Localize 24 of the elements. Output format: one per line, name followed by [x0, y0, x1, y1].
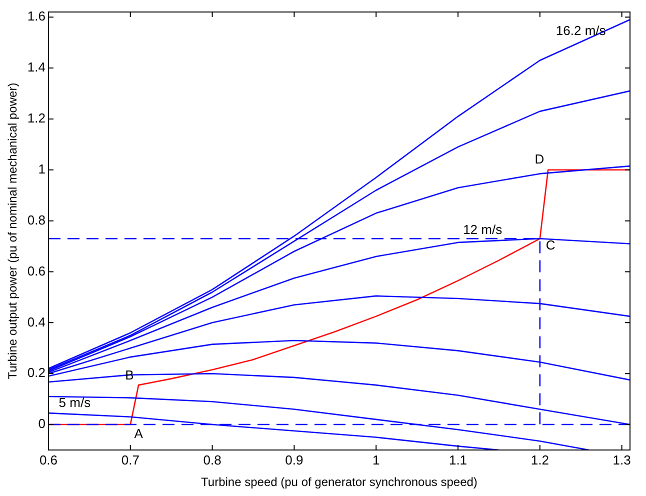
- y-axis-title: Turbine output power (pu of nominal mechanical power): [6, 82, 20, 380]
- x-tick-label: 1: [372, 452, 380, 468]
- y-tick-label: 0.2: [27, 365, 46, 380]
- annotation: C: [546, 238, 556, 253]
- y-tick-label: 1.2: [27, 110, 46, 126]
- y-tick-label: 1: [38, 161, 46, 176]
- annotation: 16.2 m/s: [556, 23, 606, 38]
- x-tick-label: 0.8: [203, 452, 222, 468]
- x-tick-label: 0.7: [121, 452, 140, 468]
- annotation: D: [534, 152, 544, 167]
- annotation: 12 m/s: [463, 222, 503, 237]
- x-tick-label: 1.3: [612, 452, 631, 468]
- y-tick-label: 1.6: [27, 8, 46, 24]
- x-axis-title: Turbine speed (pu of generator synchronous speed): [201, 475, 478, 490]
- x-tick-label: 1.2: [530, 452, 549, 468]
- y-tick-label: 0.4: [27, 314, 46, 330]
- annotation: 5 m/s: [58, 394, 92, 410]
- y-tick-label: 0.8: [27, 212, 46, 228]
- x-tick-label: 0.9: [285, 452, 304, 468]
- y-tick-label: 0.6: [27, 263, 46, 278]
- y-tick-label: 1.4: [27, 60, 46, 75]
- y-tick-label: 0: [38, 416, 46, 432]
- x-tick-label: 1.1: [448, 452, 468, 468]
- annotation: A: [134, 426, 144, 442]
